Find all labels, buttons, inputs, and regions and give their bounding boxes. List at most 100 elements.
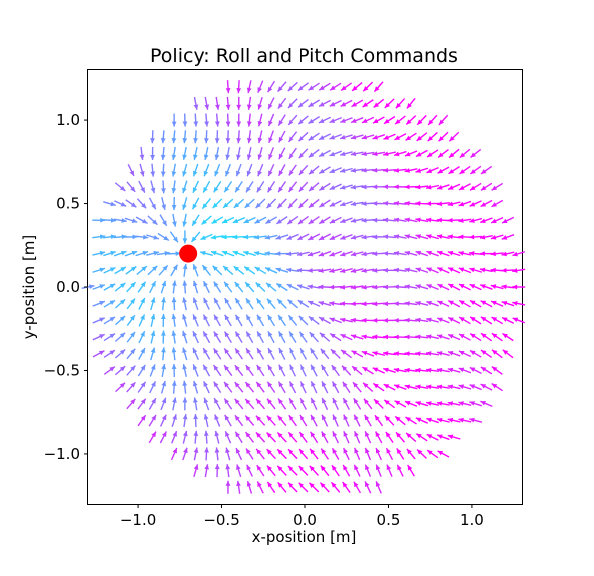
quiver-arrow: [512, 317, 525, 324]
quiver-arrow: [321, 431, 329, 444]
quiver-arrow: [480, 217, 493, 224]
quiver-arrow: [204, 113, 209, 127]
quiver-arrow: [236, 80, 242, 94]
quiver-arrow: [126, 181, 136, 193]
quiver-arrow: [351, 82, 363, 92]
quiver-arrow: [436, 434, 450, 441]
quiver-arrow: [350, 251, 364, 257]
target-marker: [179, 244, 198, 263]
quiver-arrow: [385, 431, 394, 444]
quiver-arrow: [469, 401, 483, 407]
quiver-arrow: [469, 283, 482, 291]
quiver-arrow: [161, 197, 167, 211]
quiver-arrow: [415, 301, 429, 306]
quiver-arrow: [275, 234, 289, 240]
quiver-arrow: [372, 167, 386, 173]
quiver-arrow: [329, 82, 342, 91]
quiver-arrow: [373, 398, 384, 409]
quiver-arrow: [157, 232, 170, 242]
quiver-arrow: [436, 234, 450, 240]
quiver-arrow: [212, 265, 223, 276]
quiver-arrow: [127, 164, 135, 177]
quiver-arrow: [404, 384, 418, 390]
quiver-arrow: [318, 149, 331, 158]
quiver-arrow: [256, 314, 265, 327]
quiver-arrow: [372, 382, 385, 392]
quiver-arrow: [234, 181, 243, 193]
quiver-arrow: [490, 216, 504, 224]
quiver-arrow: [501, 234, 515, 240]
quiver-arrow: [253, 234, 267, 240]
quiver-arrow: [225, 464, 231, 478]
quiver-arrow: [149, 280, 157, 294]
quiver-arrow: [278, 130, 286, 143]
quiver-arrow: [254, 266, 267, 275]
quiver-arrow: [287, 314, 298, 326]
quiver-arrow: [214, 430, 220, 444]
quiver-arrow: [92, 267, 106, 273]
quiver-arrow: [223, 331, 232, 343]
quiver-arrow: [382, 267, 396, 273]
quiver-arrow: [469, 182, 482, 191]
quiver-arrow: [215, 96, 220, 110]
quiver-arrow: [161, 330, 166, 344]
quiver-arrow: [320, 364, 329, 377]
quiver-arrow: [436, 184, 450, 190]
quiver-arrow: [234, 331, 243, 344]
quiver-arrow: [308, 198, 320, 209]
quiver-arrow: [480, 199, 493, 208]
quiver-arrow: [404, 284, 418, 290]
quiver-arrow: [351, 99, 364, 108]
quiver-arrow: [321, 397, 329, 411]
quiver-arrow: [286, 251, 300, 257]
quiver-arrow: [234, 364, 244, 377]
quiver-arrow: [447, 417, 461, 423]
quiver-arrow: [350, 168, 364, 173]
quiver-arrow: [236, 480, 241, 494]
quiver-arrow: [426, 149, 439, 158]
quiver-arrow: [415, 351, 429, 357]
quiver-arrow: [329, 301, 343, 306]
quiver-arrow: [150, 180, 156, 194]
quiver-arrow: [255, 431, 266, 443]
quiver-arrow: [221, 250, 235, 257]
quiver-arrow: [203, 380, 210, 394]
quiver-arrow: [124, 250, 138, 257]
quiver-arrow: [299, 397, 307, 410]
quiver-arrow: [331, 364, 340, 377]
quiver-arrow: [276, 448, 287, 460]
y-tick-label: −0.5: [44, 361, 80, 379]
quiver-arrow: [170, 447, 178, 461]
quiver-arrow: [114, 282, 126, 292]
quiver-arrow: [203, 297, 210, 310]
quiver-arrow: [267, 331, 275, 344]
quiver-arrow: [382, 351, 396, 356]
quiver-arrow: [267, 364, 275, 377]
quiver-arrow: [275, 251, 289, 257]
quiver-arrow: [426, 417, 439, 424]
quiver-arrow: [171, 297, 177, 311]
quiver-arrow: [193, 414, 199, 428]
quiver-arrow: [350, 334, 364, 340]
y-tick-label: 1.0: [56, 111, 80, 129]
quiver-arrow: [425, 351, 440, 356]
quiver-arrow: [447, 283, 461, 291]
quiver-arrow: [287, 431, 298, 443]
quiver-arrow: [212, 198, 223, 209]
quiver-arrow: [329, 233, 342, 241]
quiver-arrow: [426, 166, 439, 174]
quiver-arrow: [150, 163, 156, 177]
quiver-arrow: [171, 130, 177, 144]
quiver-arrow: [361, 134, 375, 140]
quiver-arrow: [501, 251, 515, 257]
quiver-arrow: [385, 447, 394, 461]
quiver-arrow: [193, 447, 199, 461]
quiver-arrow: [364, 414, 372, 427]
quiver-arrow: [340, 117, 353, 124]
quiver-arrow: [491, 332, 503, 342]
quiver-arrow: [266, 180, 276, 193]
quiver-arrow: [437, 450, 450, 458]
quiver-arrow: [202, 180, 211, 193]
quiver-arrow: [267, 347, 275, 360]
quiver-arrow: [436, 401, 450, 406]
